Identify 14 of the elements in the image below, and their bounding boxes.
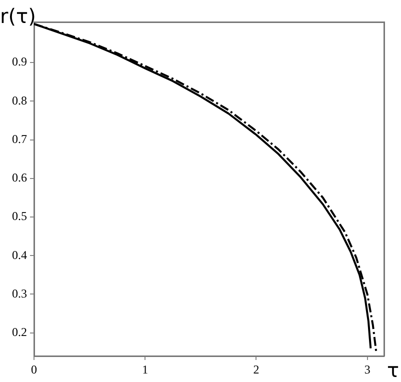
- y-tick-label: 0.5: [12, 209, 27, 224]
- y-tick-label: 0.6: [12, 170, 27, 185]
- x-tick-label: 3: [364, 362, 370, 376]
- y-tick-label: 0.3: [12, 286, 27, 300]
- x-tick-label: 1: [142, 362, 148, 376]
- y-tick-label: 0.8: [12, 93, 27, 108]
- y-axis-title: r(τ): [0, 4, 36, 28]
- y-tick-label: 0.4: [12, 248, 27, 262]
- y-tick-label: 0.9: [12, 54, 27, 69]
- x-tick-label: 2: [253, 362, 260, 376]
- y-tick-label: 0.2: [12, 324, 27, 339]
- x-axis-title: τ: [387, 358, 400, 382]
- y-tick-label: 0.7: [12, 132, 27, 146]
- x-tick-label: 0: [31, 362, 37, 376]
